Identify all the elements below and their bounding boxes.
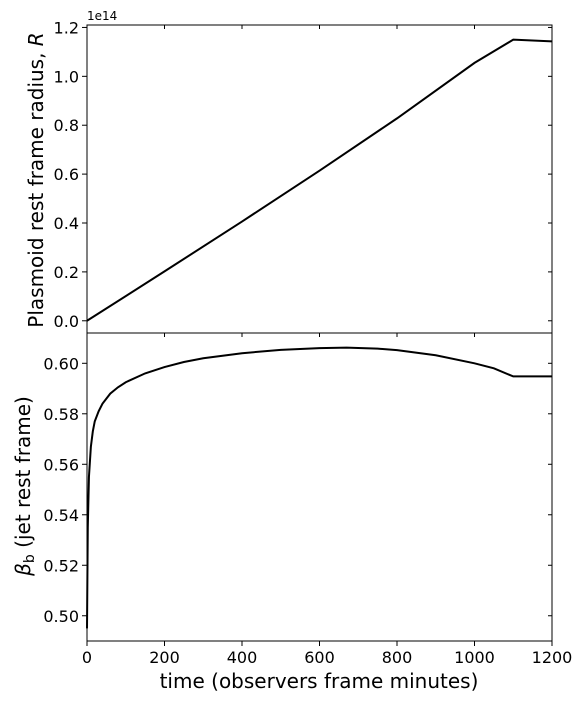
top-plot-frame	[86, 24, 553, 334]
beta-series-line	[86, 346, 552, 629]
bottom-y-axis-label: βb (jet rest frame)	[11, 396, 38, 577]
x-tick-label: 0	[82, 648, 92, 667]
x-tick-label: 1200	[532, 648, 573, 667]
top-panel: 0.0 0.2 0.4 0.6 0.8 1.0 1.2 1e14 Plasmoid rest…	[24, 9, 553, 338]
y-tick-label: 0.60	[43, 354, 79, 373]
radius-series-line	[86, 38, 553, 322]
bottom-ticks: 0.50 0.52 0.54 0.56 0.58 0.60 0 200 400 600 800 100…	[43, 333, 572, 667]
top-y-axis-label: Plasmoid rest frame radius, R	[24, 32, 48, 327]
x-tick-label: 400	[227, 648, 258, 667]
y-tick-label: 0.50	[43, 607, 79, 626]
top-y-axis-label-symbol: R	[24, 32, 48, 46]
y-tick-label: 0.56	[43, 455, 79, 474]
x-tick-label: 1000	[454, 648, 495, 667]
y-tick-label: 0.58	[43, 405, 79, 424]
y-tick-label: 1.0	[54, 67, 79, 86]
x-tick-label: 800	[382, 648, 413, 667]
x-tick-label: 200	[149, 648, 180, 667]
bottom-y-axis-label-subscript: b	[22, 554, 38, 563]
bottom-y-axis-label-rest: (jet rest frame)	[11, 396, 35, 554]
y-tick-label: 0.2	[54, 263, 79, 282]
y-tick-label: 0.52	[43, 556, 79, 575]
bottom-y-axis-label-symbol: β	[11, 563, 35, 577]
top-ticks: 0.0 0.2 0.4 0.6 0.8 1.0 1.2	[54, 18, 553, 338]
x-axis-label: time (observers frame minutes)	[160, 669, 479, 693]
y-tick-label: 0.6	[54, 165, 79, 184]
y-tick-label: 0.54	[43, 506, 79, 525]
y-tick-label: 0.8	[54, 116, 79, 135]
x-tick-label: 600	[304, 648, 335, 667]
y-offset-label: 1e14	[87, 9, 117, 23]
y-tick-label: 1.2	[54, 18, 79, 37]
y-tick-label: 0.4	[54, 214, 79, 233]
bottom-panel: 0.50 0.52 0.54 0.56 0.58 0.60 0 200 400 600 800 100…	[11, 332, 572, 693]
bottom-plot-frame	[86, 332, 553, 642]
top-y-axis-label-text: Plasmoid rest frame radius,	[24, 46, 48, 328]
y-tick-label: 0.0	[54, 312, 79, 331]
